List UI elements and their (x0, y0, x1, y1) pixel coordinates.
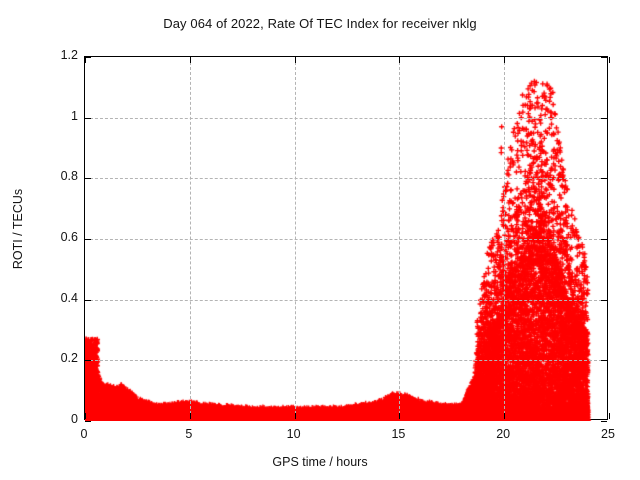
y-tick-mark (85, 117, 91, 119)
y-tick-label: 0.8 (60, 169, 78, 184)
x-tick-mark-top (85, 57, 86, 63)
x-tick-label: 20 (496, 427, 511, 441)
y-tick-label: 1.2 (60, 48, 78, 62)
x-tick-mark (85, 413, 86, 419)
y-tick-mark (85, 239, 91, 240)
y-gridline (85, 299, 607, 301)
x-tick-mark (189, 413, 191, 419)
y-tick-mark-right (601, 239, 607, 240)
x-axis-title: GPS time / hours (272, 455, 368, 469)
x-tick-mark-top (294, 57, 296, 63)
y-tick-mark-right (601, 421, 607, 422)
x-tick-mark (294, 413, 296, 419)
y-tick-mark-right (601, 117, 607, 119)
x-gridline (504, 57, 506, 419)
y-tick-label: 1 (71, 108, 78, 123)
y-gridline (85, 239, 607, 240)
plot-area (84, 56, 610, 422)
x-tick-mark-top (504, 57, 506, 63)
y-tick-mark (85, 299, 91, 301)
x-gridline (294, 57, 296, 419)
x-gridline (399, 57, 401, 419)
x-gridline (189, 57, 191, 419)
x-tick-mark (399, 413, 401, 419)
x-tick-mark-top (189, 57, 191, 63)
y-tick-mark (85, 421, 91, 422)
y-tick-label: 0.6 (60, 230, 78, 244)
x-tick-label: 25 (601, 427, 615, 441)
y-gridline (85, 360, 607, 362)
y-gridline (85, 117, 607, 119)
y-tick-label: 0.2 (60, 351, 78, 366)
y-tick-mark-right (601, 299, 607, 301)
y-tick-label: 0 (71, 412, 78, 426)
x-tick-mark (504, 413, 506, 419)
chart-title: Day 064 of 2022, Rate Of TEC Index for r… (163, 16, 477, 31)
y-tick-label: 0.4 (60, 290, 78, 305)
x-tick-mark (609, 413, 610, 419)
x-tick-mark-top (399, 57, 401, 63)
x-tick-label: 5 (185, 427, 193, 441)
y-tick-mark (85, 178, 91, 180)
x-tick-label: 0 (80, 427, 88, 441)
y-tick-mark-right (601, 57, 607, 58)
y-tick-mark-right (601, 360, 607, 362)
y-gridline (85, 178, 607, 180)
x-tick-label: 15 (391, 427, 406, 441)
y-tick-mark-right (601, 178, 607, 180)
y-tick-mark (85, 360, 91, 362)
x-tick-label: 10 (286, 427, 301, 441)
x-tick-mark-top (609, 57, 610, 63)
y-tick-mark (85, 57, 91, 58)
